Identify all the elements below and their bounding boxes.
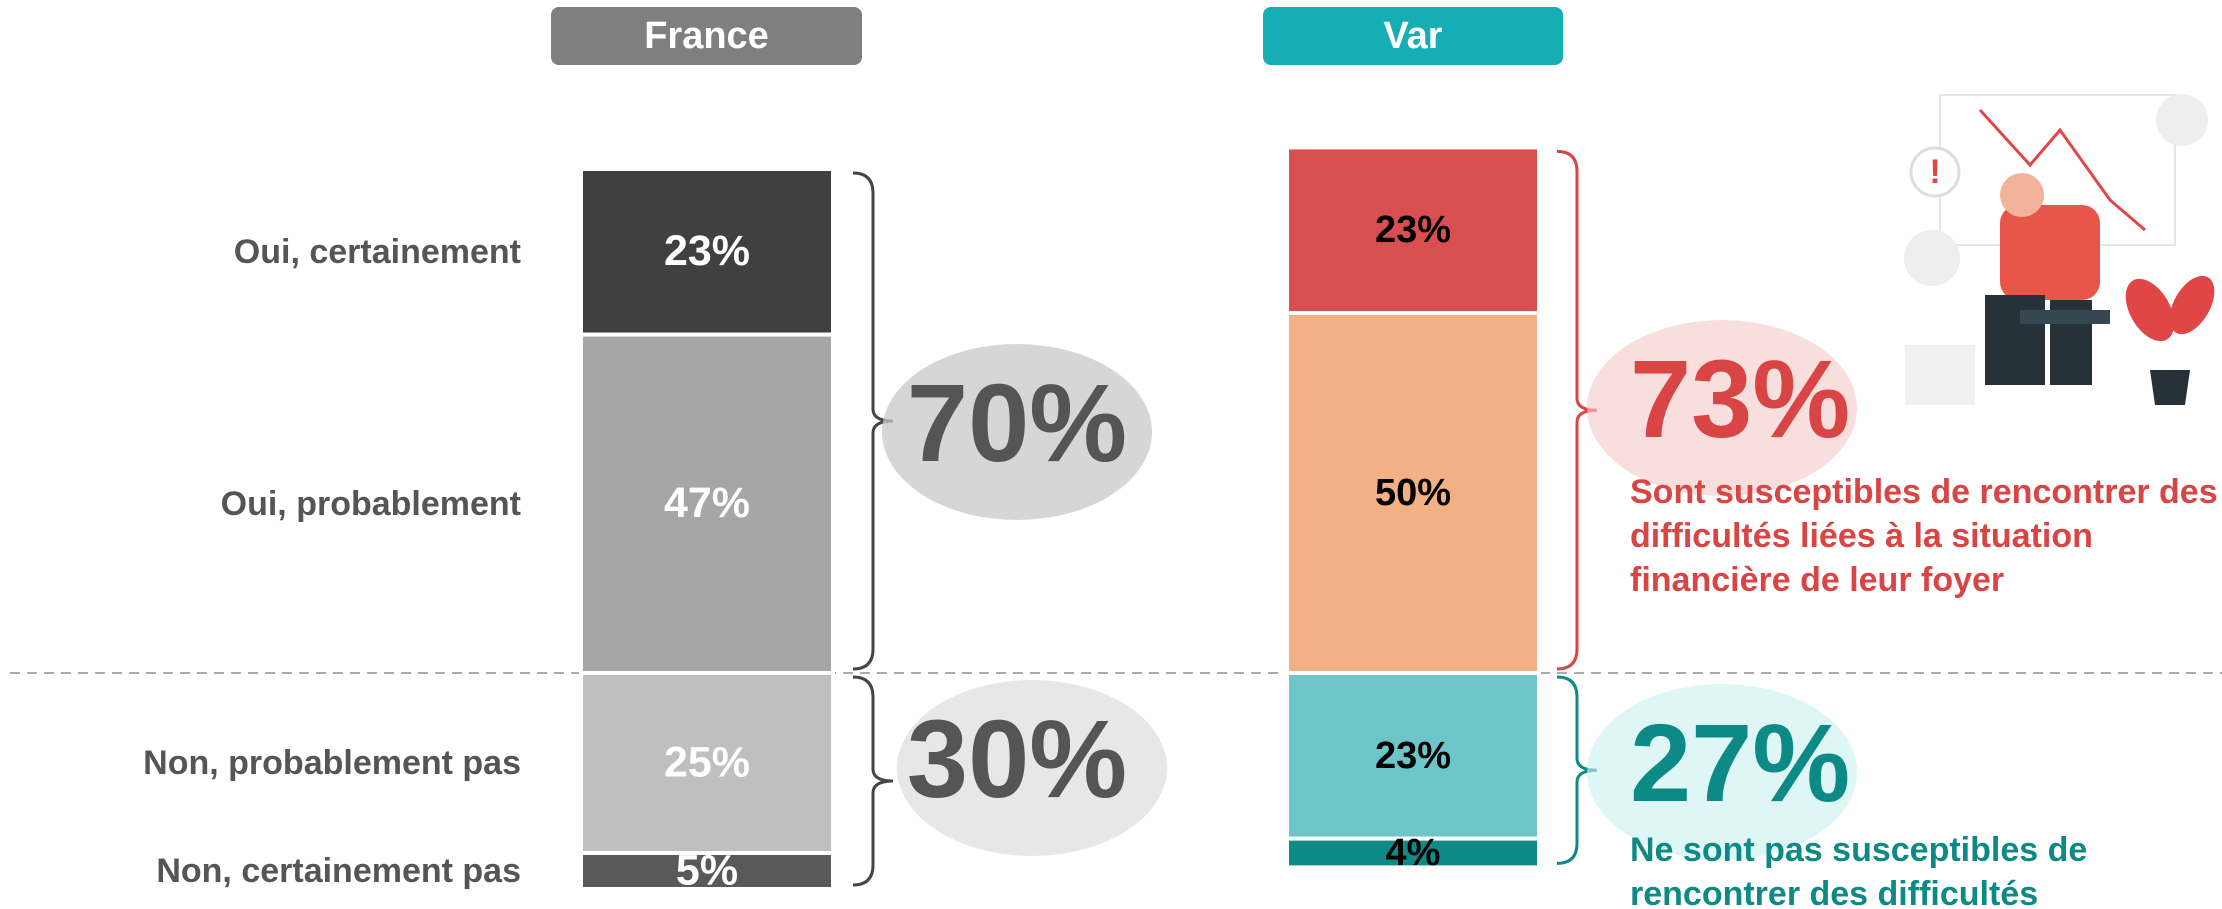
svg-text:!: ! [1929, 153, 1940, 191]
bar-segment [579, 671, 835, 855]
header-title: Var [1383, 15, 1442, 57]
total-bubble [1587, 684, 1857, 860]
total-label: 30% [907, 698, 1127, 821]
header-box [1263, 7, 1563, 65]
total-bubble [882, 344, 1152, 520]
segment-label: 50% [1375, 472, 1451, 514]
total-note: Sont susceptibles de rencontrer des diff… [1630, 473, 2218, 599]
segment-label: 25% [664, 738, 750, 786]
segment-label: 4% [1386, 832, 1441, 874]
total-bubble [897, 680, 1167, 856]
bar-segment [1285, 671, 1541, 841]
bracket [852, 675, 894, 887]
total-label: 70% [907, 362, 1127, 485]
total-bubble [1587, 320, 1857, 496]
bar-segment [579, 851, 835, 891]
segment-label: 5% [676, 846, 738, 894]
total-label: 73% [1630, 338, 1850, 461]
total-note: Ne sont pas susceptibles de rencontrer d… [1630, 831, 2088, 909]
category-label: Non, certainement pas [156, 852, 521, 890]
illustration: ! [1904, 94, 2215, 405]
header-box [551, 7, 862, 65]
header-title: France [644, 15, 769, 57]
segment-label: 23% [664, 227, 750, 275]
category-label: Oui, certainement [234, 233, 521, 271]
bar-segment [1285, 836, 1541, 870]
segment-label: 23% [1375, 209, 1451, 251]
segment-label: 23% [1375, 735, 1451, 777]
segment-label: 47% [664, 479, 750, 527]
total-label: 27% [1630, 702, 1850, 825]
category-label: Oui, probablement [221, 485, 521, 523]
category-label: Non, probablement pas [143, 744, 521, 782]
bar-segment [579, 167, 835, 337]
bar-segment [1285, 145, 1541, 315]
